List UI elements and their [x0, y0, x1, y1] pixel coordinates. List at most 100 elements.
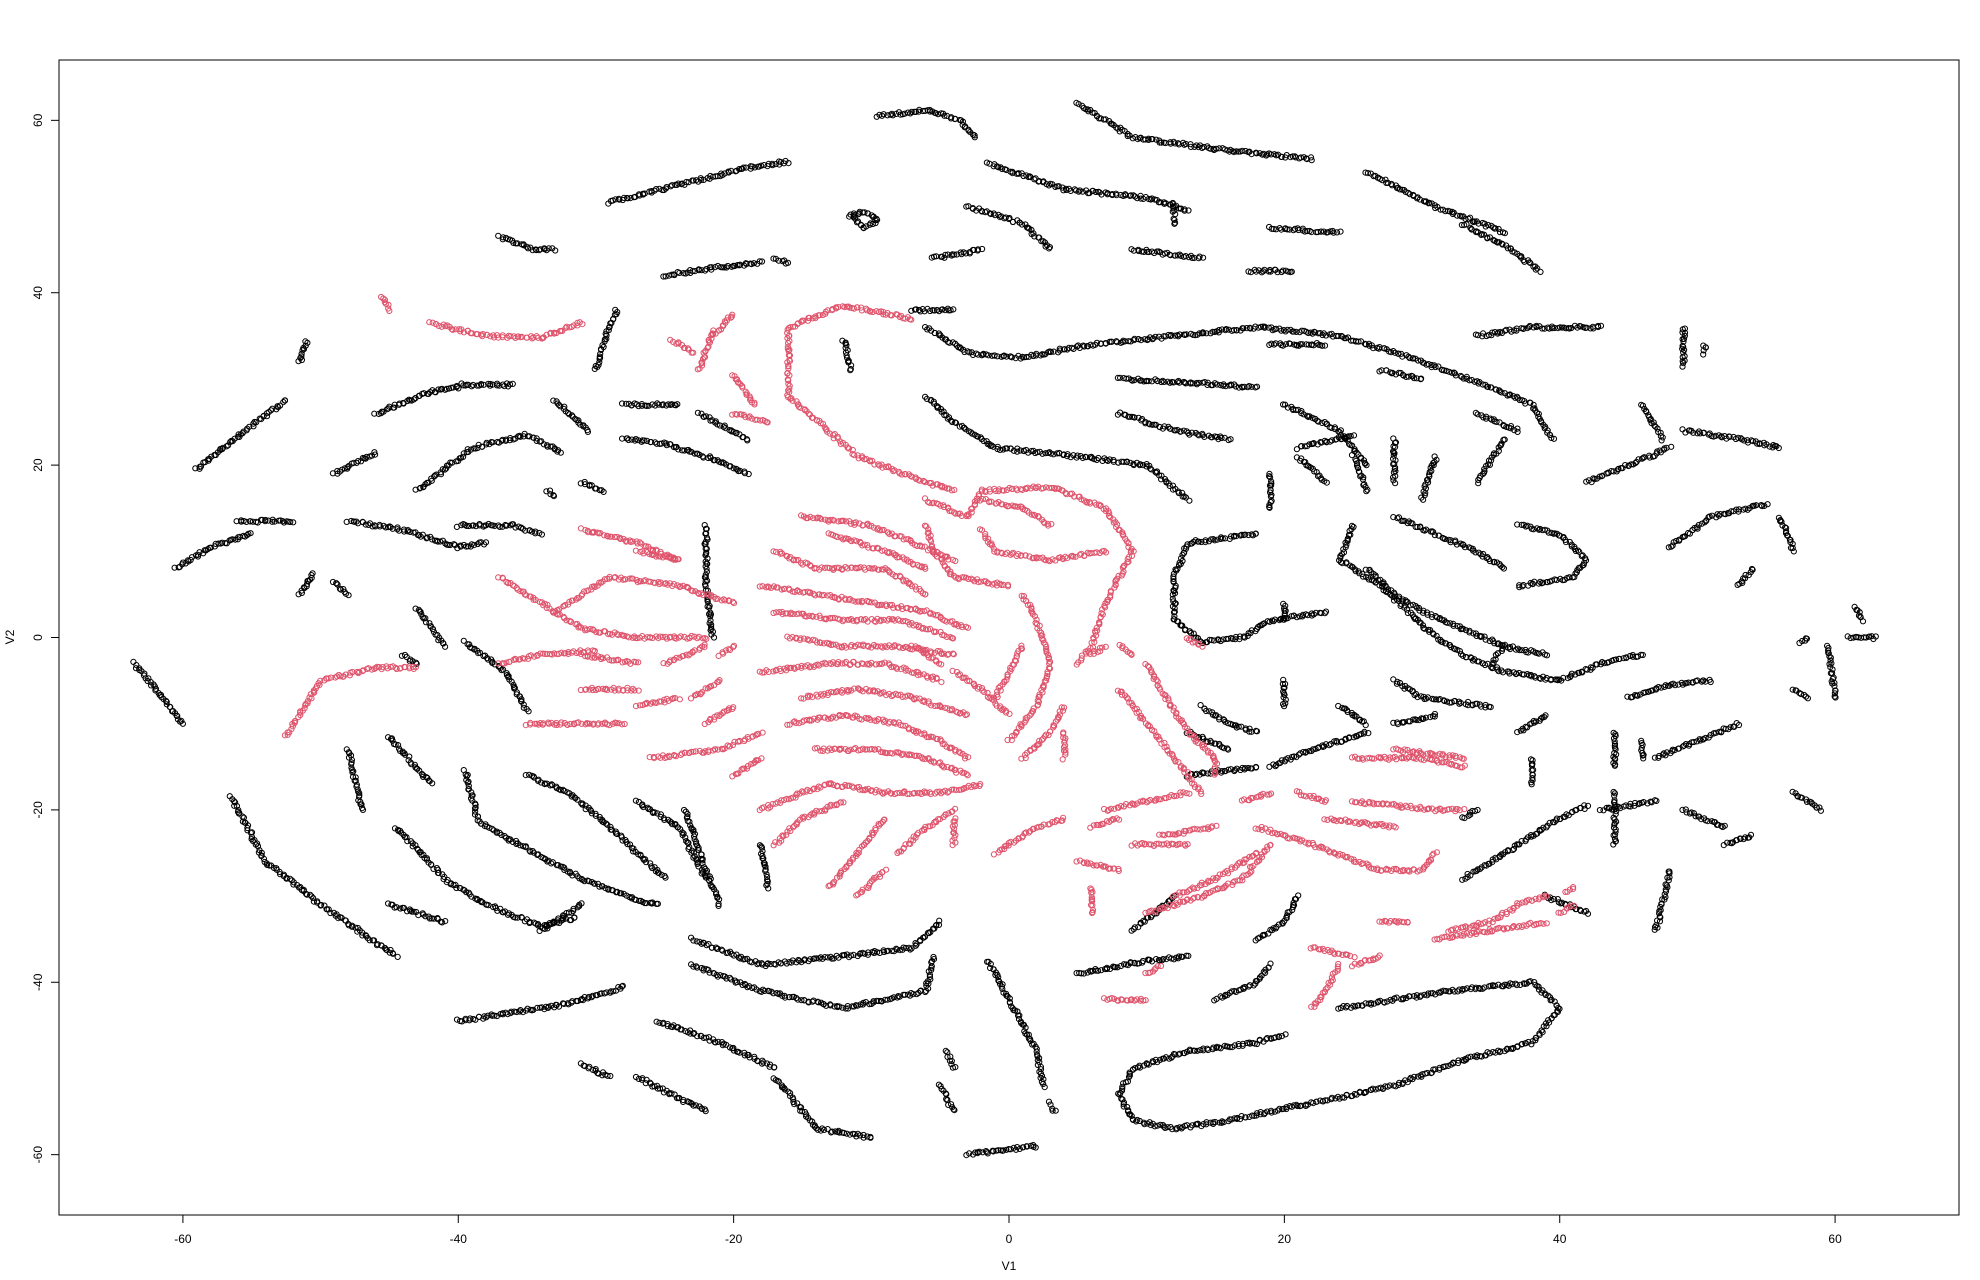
- data-point: [1284, 226, 1291, 233]
- data-point: [430, 865, 437, 873]
- data-point: [632, 797, 640, 804]
- data-point: [265, 517, 272, 524]
- data-point: [1527, 260, 1534, 267]
- data-point: [231, 798, 238, 805]
- data-point: [442, 918, 449, 925]
- data-point: [649, 864, 656, 872]
- data-point: [508, 678, 515, 685]
- data-point: [760, 1059, 767, 1066]
- data-point: [672, 402, 679, 409]
- data-point: [626, 841, 634, 848]
- data-point: [403, 834, 410, 841]
- data-point: [1181, 206, 1188, 213]
- data-point: [429, 780, 436, 787]
- data-point: [784, 259, 792, 266]
- data-point: [248, 829, 256, 836]
- data-point: [947, 115, 955, 122]
- data-point: [495, 522, 502, 529]
- data-point: [410, 908, 417, 915]
- data-point: [498, 437, 505, 444]
- data-point: [1584, 802, 1592, 810]
- data-point: [584, 995, 592, 1002]
- data-point: [453, 382, 460, 390]
- data-point: [647, 439, 654, 446]
- data-point: [592, 812, 599, 819]
- data-point: [715, 902, 722, 910]
- data-point: [419, 531, 426, 538]
- data-point: [1253, 150, 1260, 157]
- data-point: [276, 868, 283, 876]
- data-point: [578, 900, 585, 907]
- data-point: [537, 779, 545, 786]
- data-point: [596, 883, 603, 890]
- data-point: [1396, 186, 1404, 193]
- data-point: [1478, 231, 1485, 238]
- data-point: [544, 925, 551, 932]
- y-tick-label: 40: [31, 286, 45, 300]
- data-point: [695, 267, 703, 274]
- data-point: [462, 1015, 469, 1022]
- data-point: [1170, 138, 1177, 145]
- data-point: [987, 210, 995, 218]
- data-point: [353, 518, 360, 525]
- data-point: [295, 591, 302, 598]
- data-point: [572, 415, 579, 422]
- data-point: [271, 518, 278, 525]
- data-point: [941, 254, 948, 261]
- data-point: [715, 900, 722, 908]
- data-point: [235, 431, 242, 438]
- data-point: [682, 834, 689, 841]
- data-point: [1076, 187, 1083, 194]
- data-point: [959, 118, 967, 125]
- data-point: [552, 247, 559, 254]
- data-point: [530, 434, 537, 441]
- data-point: [280, 519, 288, 526]
- data-point: [668, 271, 675, 278]
- data-point: [416, 532, 423, 539]
- data-point: [557, 863, 564, 870]
- data-point: [601, 336, 609, 343]
- data-point: [231, 802, 238, 809]
- data-point: [645, 402, 652, 409]
- data-point: [1469, 218, 1476, 225]
- data-point: [970, 246, 978, 254]
- data-point: [718, 170, 725, 177]
- data-point: [617, 890, 625, 897]
- data-point: [1526, 259, 1533, 266]
- data-point: [502, 437, 509, 444]
- y-tick-label: 0: [31, 634, 45, 641]
- data-point: [1350, 432, 1358, 439]
- data-point: [785, 160, 792, 167]
- data-point: [1229, 148, 1236, 155]
- data-point: [568, 793, 575, 800]
- data-point: [493, 1012, 501, 1020]
- data-point: [365, 521, 372, 529]
- data-point: [1127, 192, 1135, 199]
- data-point: [510, 239, 517, 246]
- data-point: [962, 250, 970, 257]
- data-point: [579, 800, 586, 807]
- data-point: [979, 245, 986, 253]
- data-point: [758, 162, 765, 169]
- y-tick-label: -20: [31, 801, 45, 819]
- data-point: [1213, 145, 1220, 152]
- data-point: [464, 446, 471, 453]
- data-point: [694, 409, 702, 416]
- data-point: [391, 404, 398, 411]
- data-point: [976, 1148, 983, 1155]
- data-point: [704, 603, 711, 610]
- data-point: [765, 160, 772, 167]
- data-point: [453, 884, 460, 892]
- data-point: [434, 866, 442, 874]
- data-point: [699, 857, 706, 864]
- data-point: [949, 1064, 957, 1071]
- data-point: [561, 866, 568, 874]
- data-point: [974, 246, 982, 253]
- data-point: [557, 449, 564, 456]
- data-point: [550, 918, 557, 925]
- data-point: [1075, 101, 1082, 108]
- data-point: [1149, 136, 1156, 143]
- data-point: [952, 1064, 959, 1071]
- data-point: [435, 386, 442, 393]
- data-point: [605, 886, 612, 893]
